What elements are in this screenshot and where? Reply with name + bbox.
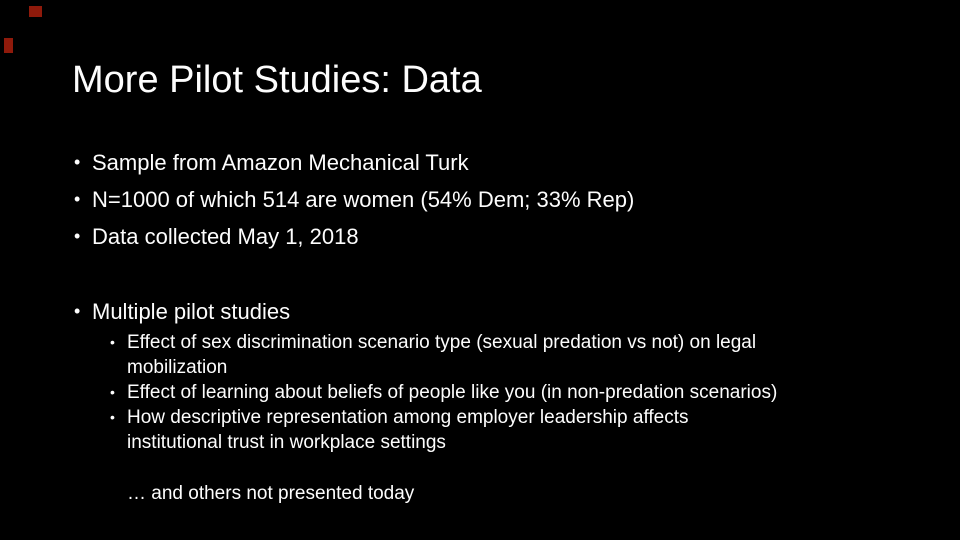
list-item-line: institutional trust in workplace setting… — [127, 432, 446, 453]
bullet-marker-icon: • — [110, 334, 115, 350]
list-item: • Data collected May 1, 2018 — [74, 218, 874, 255]
list-item: • Sample from Amazon Mechanical Turk — [74, 144, 874, 181]
page-title: More Pilot Studies: Data — [72, 59, 482, 101]
bullet-marker-icon: • — [110, 409, 115, 425]
list-item: • N=1000 of which 514 are women (54% Dem… — [74, 181, 874, 218]
red-artifact-mark-top — [29, 6, 42, 17]
list-item: • Effect of learning about beliefs of pe… — [74, 380, 894, 405]
bullet-marker-icon: • — [74, 226, 81, 246]
list-item-text: Effect of sex discrimination scenario ty… — [127, 330, 756, 380]
list-item-line: Effect of learning about beliefs of peop… — [127, 382, 778, 403]
list-item-line: Effect of sex discrimination scenario ty… — [127, 332, 757, 353]
bullet-list-pilot-studies: • Multiple pilot studies • Effect of sex… — [74, 293, 894, 506]
footnote-text: … and others not presented today — [127, 483, 415, 504]
list-item-text: Data collected May 1, 2018 — [92, 224, 359, 249]
bullet-list-data: • Sample from Amazon Mechanical Turk • N… — [74, 144, 874, 255]
list-item-line: mobilization — [127, 357, 228, 378]
list-item-text: Multiple pilot studies — [92, 299, 291, 324]
list-item-heading: • Multiple pilot studies — [74, 293, 894, 330]
bullet-marker-icon: • — [110, 384, 115, 400]
list-item-text: Effect of learning about beliefs of peop… — [127, 380, 777, 405]
list-item-line: How descriptive representation among emp… — [127, 407, 689, 428]
list-item: • Effect of sex discrimination scenario … — [74, 330, 894, 380]
bullet-marker-icon: • — [74, 152, 81, 172]
bullet-marker-icon: • — [74, 301, 81, 321]
list-item-text: N=1000 of which 514 are women (54% Dem; … — [92, 187, 635, 212]
list-item: • How descriptive representation among e… — [74, 405, 894, 455]
bullet-marker-icon: • — [74, 189, 81, 209]
list-item-text: How descriptive representation among emp… — [127, 405, 689, 455]
list-item-text: Sample from Amazon Mechanical Turk — [92, 150, 469, 175]
red-artifact-mark-left — [4, 38, 13, 53]
sub-bullet-list: • Effect of sex discrimination scenario … — [74, 330, 894, 455]
